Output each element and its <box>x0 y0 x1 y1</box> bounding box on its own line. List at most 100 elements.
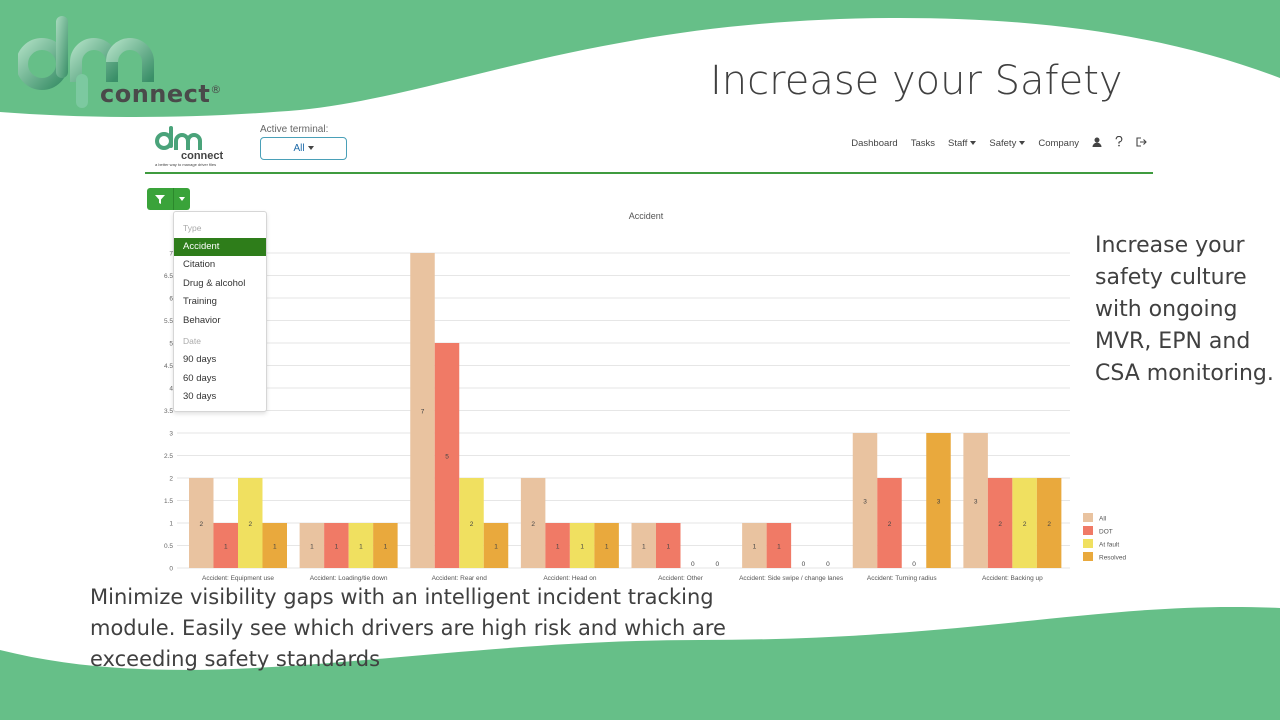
data-label: 2 <box>1023 521 1027 528</box>
data-label: 1 <box>384 544 388 551</box>
data-label: 2 <box>248 521 252 528</box>
logout-icon[interactable] <box>1136 136 1147 150</box>
header-divider <box>145 172 1153 174</box>
bar <box>594 523 619 568</box>
accident-bar-chart: Accident 0 0.5 1 1.5 2 2.5 3 3.5 4 4.5 5 5.5 6 6.5 7 2 1 2… <box>164 211 1127 582</box>
terminal-label: Active terminal: <box>260 124 329 135</box>
x-tick-label: Accident: Side swipe / change lanes <box>739 575 844 582</box>
nav-dashboard[interactable]: Dashboard <box>851 137 898 149</box>
filter-item-behavior[interactable]: Behavior <box>183 315 221 326</box>
y-tick-label: 6.5 <box>164 273 173 280</box>
nav-safety[interactable]: Safety <box>989 138 1025 149</box>
bar <box>656 523 681 568</box>
data-label: 2 <box>531 521 535 528</box>
bar <box>434 343 460 568</box>
data-label: 3 <box>937 499 941 506</box>
x-tick-label: Accident: Equipment use <box>202 575 274 582</box>
x-tick-label: Accident: Rear end <box>432 575 488 582</box>
top-nav: Dashboard Tasks Staff Safety Company <box>838 135 1147 150</box>
slide-title: Increase your Safety <box>710 58 1123 104</box>
bar <box>545 523 570 568</box>
bar <box>483 523 509 568</box>
bar <box>1036 478 1062 568</box>
data-label: 0 <box>715 561 719 568</box>
bar <box>766 523 792 568</box>
legend-swatch <box>1083 552 1093 561</box>
filter-item-training[interactable]: Training <box>183 296 217 307</box>
filter-item-90-days[interactable]: 90 days <box>183 354 217 365</box>
dropdown-header-type: Type <box>183 223 202 233</box>
bar <box>373 523 398 568</box>
bar <box>410 253 435 568</box>
data-label: 1 <box>580 544 584 551</box>
side-caption: Increase your safety culture with ongoin… <box>1095 233 1274 386</box>
bar <box>742 523 767 568</box>
help-icon[interactable] <box>1115 135 1123 150</box>
filter-item-60-days[interactable]: 60 days <box>183 373 217 384</box>
legend-swatch <box>1083 526 1093 535</box>
data-label: 2 <box>470 521 474 528</box>
data-label: 1 <box>335 544 339 551</box>
x-tick-label: Accident: Turning radius <box>867 575 937 582</box>
bottom-caption: Minimize visibility gaps with an intelli… <box>90 585 726 671</box>
filter-button[interactable] <box>147 188 190 210</box>
x-tick-label: Accident: Loading/tie down <box>310 575 388 582</box>
brand-logo <box>16 14 248 114</box>
data-label: 3 <box>974 499 978 506</box>
data-label: 1 <box>666 544 670 551</box>
app-logo[interactable]: connect a better way to manage driver fi… <box>155 124 235 170</box>
data-label: 1 <box>224 544 228 551</box>
y-tick-label: 2 <box>169 476 173 483</box>
app-logo-tagline: a better way to manage driver files <box>155 162 217 167</box>
data-label: 2 <box>998 521 1002 528</box>
bar <box>213 523 238 568</box>
data-label: 1 <box>605 544 609 551</box>
filter-icon[interactable] <box>147 188 173 210</box>
data-label: 1 <box>556 544 560 551</box>
bar <box>631 523 656 568</box>
y-tick-label: 5.5 <box>164 318 173 325</box>
nav-staff[interactable]: Staff <box>948 138 976 149</box>
dropdown-header-date: Date <box>183 336 201 346</box>
bar <box>348 523 374 568</box>
app-screenshot: connect a better way to manage driver fi… <box>145 118 1155 588</box>
nav-tasks[interactable]: Tasks <box>910 137 936 149</box>
bar <box>299 523 325 568</box>
data-label: 1 <box>753 544 757 551</box>
y-tick-label: 0.5 <box>164 543 173 550</box>
y-tick-label: 2.5 <box>164 453 173 460</box>
y-tick-label: 5 <box>169 341 173 348</box>
filter-item-drug-alcohol[interactable]: Drug & alcohol <box>183 278 246 289</box>
data-label: 2 <box>199 521 203 528</box>
user-icon[interactable] <box>1092 137 1102 150</box>
x-tick-label: Accident: Backing up <box>982 575 1043 582</box>
bar <box>963 433 988 568</box>
data-label: 1 <box>359 544 363 551</box>
bar <box>262 523 287 568</box>
data-label: 0 <box>826 561 830 568</box>
bar <box>852 433 878 568</box>
x-tick-label: Accident: Other <box>658 575 704 582</box>
bar <box>459 478 484 568</box>
chart-title: Accident <box>629 211 664 221</box>
filter-item-accident[interactable]: Accident <box>174 238 266 256</box>
terminal-select[interactable]: All <box>260 137 347 160</box>
data-label: 5 <box>445 454 449 461</box>
data-label: 0 <box>691 561 695 568</box>
filter-toggle-caret[interactable] <box>173 188 190 210</box>
nav-company[interactable]: Company <box>1038 137 1079 149</box>
bar <box>569 523 595 568</box>
data-label: 1 <box>310 544 314 551</box>
filter-item-30-days[interactable]: 30 days <box>183 391 217 402</box>
y-tick-label: 4.5 <box>164 363 173 370</box>
app-logo-word: connect <box>181 150 224 162</box>
data-label: 7 <box>421 409 425 416</box>
filter-item-citation[interactable]: Citation <box>183 259 216 270</box>
bar <box>877 478 902 568</box>
legend-label: DOT <box>1099 529 1113 536</box>
bar <box>1012 478 1037 568</box>
data-label: 1 <box>273 544 277 551</box>
terminal-value: All <box>293 143 313 154</box>
data-label: 1 <box>777 544 781 551</box>
